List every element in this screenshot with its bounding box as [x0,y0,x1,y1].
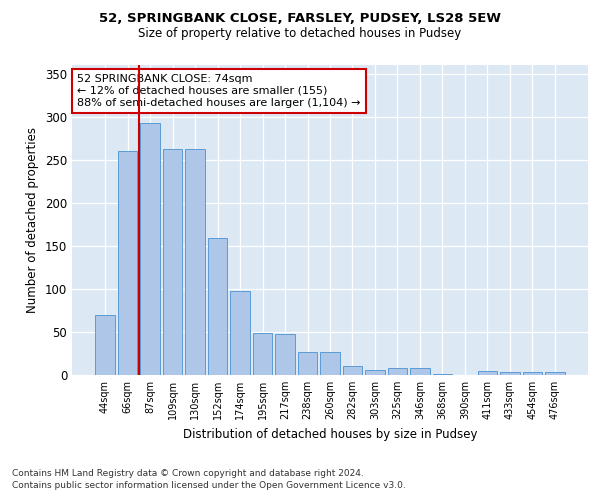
Bar [388,368,407,375]
Bar [545,372,565,375]
Bar [343,366,362,375]
Bar [523,372,542,375]
Bar [298,352,317,375]
Y-axis label: Number of detached properties: Number of detached properties [26,127,40,313]
Text: 52 SPRINGBANK CLOSE: 74sqm
← 12% of detached houses are smaller (155)
88% of sem: 52 SPRINGBANK CLOSE: 74sqm ← 12% of deta… [77,74,361,108]
Bar [410,368,430,375]
Bar [230,290,250,375]
Bar [320,352,340,375]
Bar [365,370,385,375]
Bar [163,148,182,375]
Bar [253,333,272,375]
Bar [478,370,497,375]
X-axis label: Distribution of detached houses by size in Pudsey: Distribution of detached houses by size … [183,428,477,440]
Text: Size of property relative to detached houses in Pudsey: Size of property relative to detached ho… [139,28,461,40]
Bar [118,151,137,375]
Text: Contains public sector information licensed under the Open Government Licence v3: Contains public sector information licen… [12,481,406,490]
Bar [500,372,520,375]
Bar [140,122,160,375]
Bar [433,374,452,375]
Bar [275,334,295,375]
Bar [208,238,227,375]
Text: Contains HM Land Registry data © Crown copyright and database right 2024.: Contains HM Land Registry data © Crown c… [12,468,364,477]
Text: 52, SPRINGBANK CLOSE, FARSLEY, PUDSEY, LS28 5EW: 52, SPRINGBANK CLOSE, FARSLEY, PUDSEY, L… [99,12,501,26]
Bar [185,148,205,375]
Bar [95,314,115,375]
